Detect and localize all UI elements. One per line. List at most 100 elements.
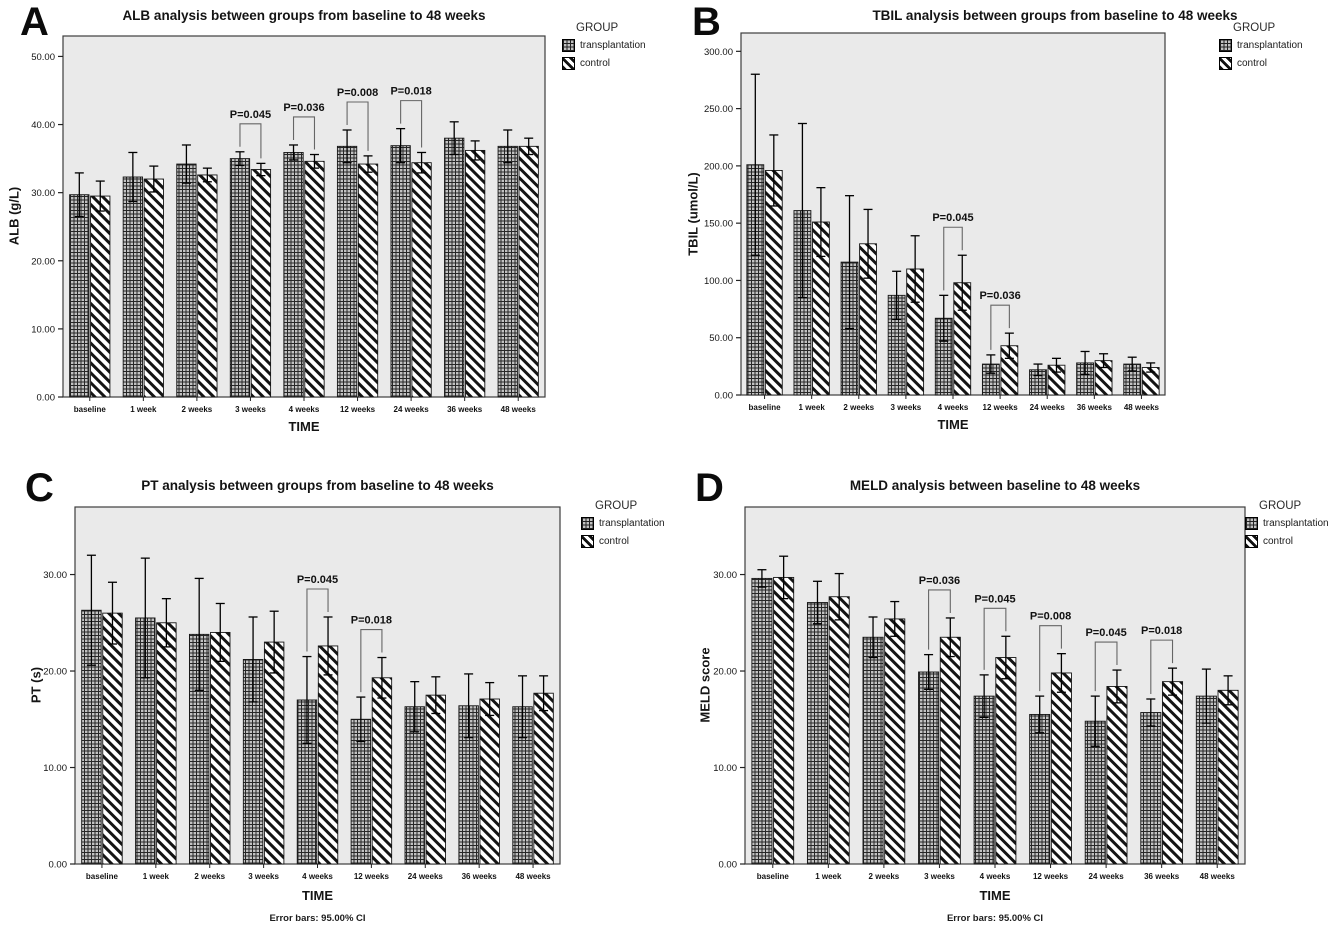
svg-text:12 weeks: 12 weeks [1033, 872, 1069, 881]
chart-title-b: TBIL analysis between groups from baseli… [872, 8, 1238, 23]
svg-text:10.00: 10.00 [43, 763, 67, 774]
svg-text:P=0.045: P=0.045 [974, 593, 1015, 605]
svg-text:250.00: 250.00 [704, 104, 733, 115]
p-value-annotations: P=0.036 P=0.045 P=0.008 P=0.045 P=0.018 [919, 575, 1182, 695]
svg-text:2 weeks: 2 weeks [843, 403, 874, 412]
legend-item-control: control [562, 57, 646, 70]
legend-c: GROUP transplantation control [581, 500, 665, 548]
bars-transplantation [69, 137, 518, 398]
bars-control [773, 576, 1239, 865]
svg-text:12 weeks: 12 weeks [340, 405, 376, 414]
svg-text:P=0.018: P=0.018 [351, 615, 392, 627]
plot-frame [74, 506, 561, 865]
y-axis: 0.00 50.00 100.00 150.00 200.00 250.00 300.00 [704, 47, 741, 402]
panel-a: A ALB analysis between groups from basel… [0, 0, 666, 460]
svg-text:0.00: 0.00 [719, 860, 738, 871]
x-axis-label-a: TIME [288, 419, 320, 434]
svg-text:20.00: 20.00 [713, 667, 737, 678]
svg-text:48 weeks: 48 weeks [501, 405, 537, 414]
legend-title: GROUP [1259, 500, 1302, 512]
diagonal-swatch-icon [1219, 57, 1232, 70]
svg-text:P=0.036: P=0.036 [283, 102, 324, 114]
panel-letter-b: B [692, 0, 721, 44]
x-axis: baseline 1 week 2 weeks 3 weeks 4 weeks 12 we… [749, 395, 1160, 412]
svg-text:50.00: 50.00 [31, 52, 55, 63]
panel-d: D MELD analysis between baseline to 48 w… [667, 460, 1333, 929]
plot-frame [740, 32, 1166, 396]
svg-text:baseline: baseline [74, 405, 107, 414]
bars-transplantation [751, 577, 1217, 865]
svg-text:P=0.045: P=0.045 [932, 212, 973, 224]
p-value-annotations: P=0.045 P=0.036 P=0.008 P=0.018 [230, 86, 432, 159]
svg-text:50.00: 50.00 [709, 333, 733, 344]
legend-b: GROUP transplantation control [1219, 22, 1303, 70]
crosshatch-swatch-icon [1219, 39, 1232, 52]
panel-b: B TBIL analysis between groups from base… [667, 0, 1333, 460]
plot-area-c: 0.00 10.00 20.00 30.00 baseline 1 week 2 weeks… [43, 506, 561, 881]
svg-text:40.00: 40.00 [31, 120, 55, 131]
bars-control [90, 145, 539, 398]
p-value-annotations: P=0.045 P=0.036 [932, 212, 1021, 350]
svg-text:0.00: 0.00 [37, 393, 56, 404]
svg-text:20.00: 20.00 [31, 256, 55, 267]
svg-text:P=0.045: P=0.045 [297, 574, 338, 586]
legend-item-transplantation: transplantation [1219, 39, 1303, 52]
legend-label: control [1263, 536, 1294, 547]
svg-text:30.00: 30.00 [713, 570, 737, 581]
crosshatch-swatch-icon [562, 39, 575, 52]
legend-title: GROUP [595, 500, 638, 512]
svg-text:20.00: 20.00 [43, 667, 67, 678]
legend-label: transplantation [599, 518, 665, 529]
svg-text:24 weeks: 24 weeks [1030, 403, 1066, 412]
svg-text:24 weeks: 24 weeks [1089, 872, 1125, 881]
svg-text:100.00: 100.00 [704, 276, 733, 287]
svg-text:2 weeks: 2 weeks [194, 872, 225, 881]
svg-text:24 weeks: 24 weeks [394, 405, 430, 414]
svg-text:P=0.036: P=0.036 [979, 290, 1020, 302]
svg-text:36 weeks: 36 weeks [1144, 872, 1180, 881]
legend-d: GROUP transplantation control [1245, 500, 1329, 548]
svg-text:baseline: baseline [749, 403, 782, 412]
svg-text:2 weeks: 2 weeks [182, 405, 213, 414]
bars-control [102, 612, 554, 865]
legend-a: GROUP transplantation control [562, 22, 646, 70]
svg-text:36 weeks: 36 weeks [447, 405, 483, 414]
svg-text:30.00: 30.00 [43, 570, 67, 581]
svg-text:baseline: baseline [86, 872, 119, 881]
svg-text:3 weeks: 3 weeks [248, 872, 279, 881]
svg-text:48 weeks: 48 weeks [515, 872, 551, 881]
error-bars [750, 73, 1156, 377]
svg-text:10.00: 10.00 [713, 763, 737, 774]
svg-text:30.00: 30.00 [31, 188, 55, 199]
legend-label: transplantation [580, 40, 646, 51]
legend-item-transplantation: transplantation [581, 517, 665, 530]
y-axis: 0.00 10.00 20.00 30.00 40.00 50.00 [31, 52, 63, 404]
error-bars-caption-d: Error bars: 95.00% CI [946, 913, 1044, 924]
legend-label: control [1237, 58, 1268, 69]
plot-frame [744, 506, 1246, 865]
svg-text:12 weeks: 12 weeks [983, 403, 1019, 412]
svg-text:baseline: baseline [757, 872, 790, 881]
svg-text:4 weeks: 4 weeks [938, 403, 969, 412]
legend-title: GROUP [576, 22, 619, 34]
diagonal-swatch-icon [581, 535, 594, 548]
svg-text:3 weeks: 3 weeks [891, 403, 922, 412]
svg-text:1 week: 1 week [799, 403, 826, 412]
svg-text:P=0.045: P=0.045 [230, 109, 271, 121]
svg-text:10.00: 10.00 [31, 324, 55, 335]
svg-text:1 week: 1 week [815, 872, 842, 881]
diagonal-swatch-icon [562, 57, 575, 70]
legend-label: transplantation [1237, 40, 1303, 51]
legend-label: control [580, 58, 611, 69]
svg-text:P=0.045: P=0.045 [1085, 627, 1126, 639]
svg-text:2 weeks: 2 weeks [869, 872, 900, 881]
error-bars [757, 555, 1233, 747]
svg-text:P=0.008: P=0.008 [337, 87, 378, 99]
legend-label: control [599, 536, 630, 547]
svg-text:3 weeks: 3 weeks [924, 872, 955, 881]
chart-title-c: PT analysis between groups from baseline… [141, 478, 494, 493]
svg-text:P=0.036: P=0.036 [919, 575, 960, 587]
chart-title-d: MELD analysis between baseline to 48 wee… [849, 478, 1141, 493]
legend-item-transplantation: transplantation [1245, 517, 1329, 530]
svg-text:36 weeks: 36 weeks [1077, 403, 1113, 412]
